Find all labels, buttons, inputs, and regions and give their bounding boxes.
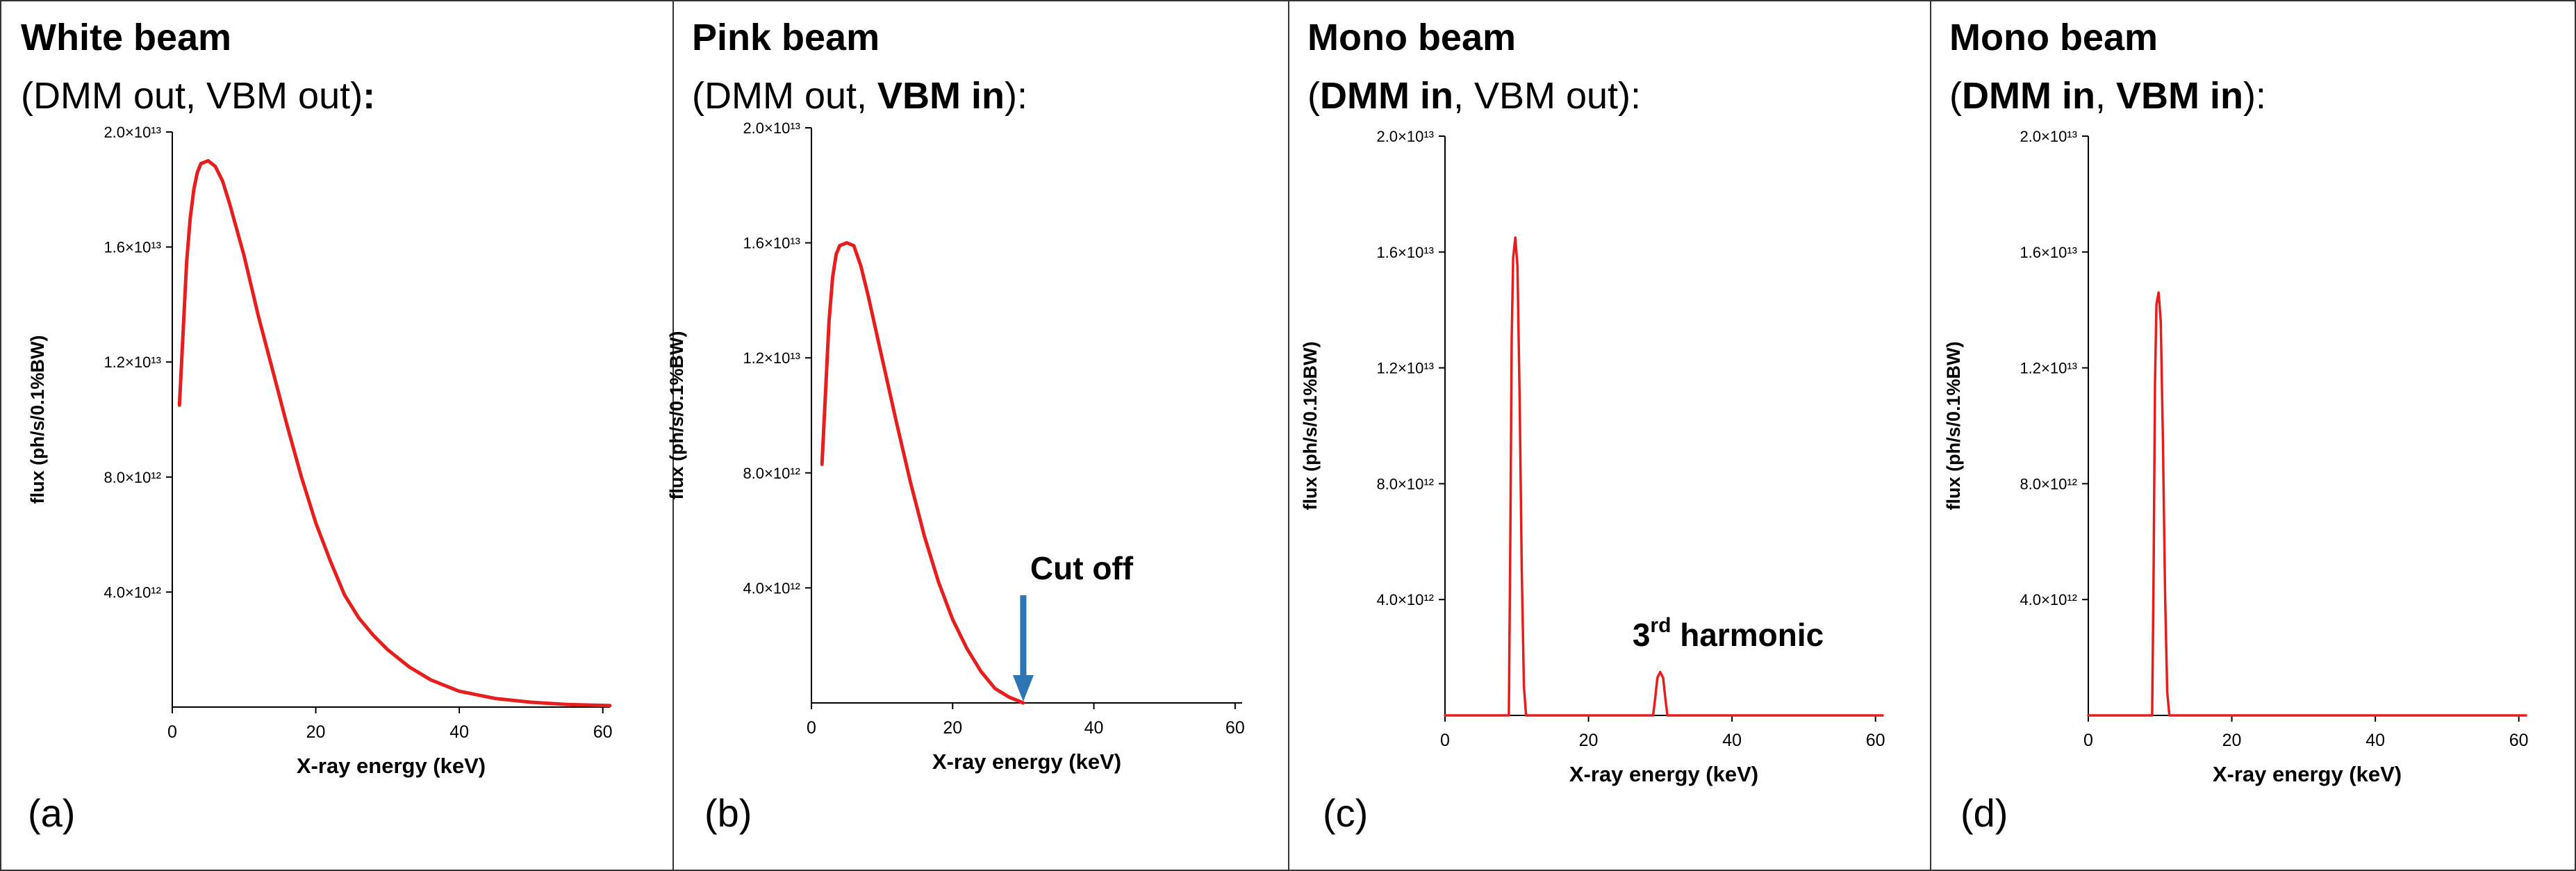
y-tick-label: 2.0×10¹³ [743,119,800,137]
panel-subtitle: (DMM out, VBM out): [21,75,375,117]
panel-title: White beam [21,17,231,58]
panel-subtitle-part: DMM in [1962,75,2095,117]
x-axis-label: X-ray energy (keV) [1569,762,1758,786]
y-tick-label: 8.0×10¹² [1376,475,1434,492]
x-axis-label: X-ray energy (keV) [2213,762,2402,786]
y-tick-label: 2.0×10¹³ [104,124,161,141]
panel-subtitle-part: , VBM out): [1453,75,1641,117]
series-line [1444,236,1884,717]
panel-frame-d [1930,0,2576,871]
panel-subtitle: (DMM out, VBM in): [692,75,1027,117]
panel-subtitle-part: ): [2243,75,2266,117]
y-tick-label: 1.6×10¹³ [743,235,800,252]
series-line [820,241,1025,705]
chart-panel-b: Pink beam (DMM out, VBM in): 0 20 40 60 4.0×10… [666,17,1245,835]
x-tick-label: 60 [2509,731,2529,750]
x-tick-label: 40 [1084,718,1104,738]
panel-frame-a [0,0,674,871]
panel-title: Mono beam [1949,17,2158,58]
x-tick-label: 40 [1722,731,1742,750]
panel-subtitle-part: (DMM out, [692,75,877,117]
panel-title: Pink beam [692,17,880,58]
y-axis-label: flux (ph/s/0.1%BW) [1300,341,1321,510]
panel-subtitle-part: : [363,75,375,117]
x-tick-label: 60 [593,722,613,742]
panel-frame-c [1288,0,1931,871]
y-tick-label: 1.2×10¹³ [104,354,161,371]
y-tick-label: 1.2×10¹³ [2020,360,2077,377]
x-tick-label: 40 [2366,731,2385,750]
y-tick-label: 4.0×10¹² [2020,591,2077,608]
panel-subtitle-part: VBM in [877,75,1005,117]
panel-frame-b [672,0,1289,871]
panel-label: (c) [1323,791,1368,835]
panel-subtitle: (DMM in, VBM in): [1949,75,2266,117]
y-axis-label: flux (ph/s/0.1%BW) [1943,341,1964,510]
chart-panel-c: Mono beam (DMM in, VBM out): 0 20 40 60 4.0×10… [1300,17,1885,835]
x-tick-label: 0 [2083,731,2093,750]
y-tick-label: 2.0×10¹³ [1376,128,1434,145]
cut-off-arrow-head [1012,675,1034,702]
x-tick-label: 0 [1440,731,1450,750]
panel-subtitle-part: ( [1949,75,1962,117]
x-axis-label: X-ray energy (keV) [297,754,486,778]
x-tick-label: 60 [1225,718,1245,738]
y-tick-label: 1.6×10¹³ [1376,244,1434,261]
x-tick-label: 20 [306,722,326,742]
y-tick-label: 4.0×10¹² [104,583,161,601]
y-tick-label: 8.0×10¹² [2020,475,2077,492]
annotation-3rd-harmonic: 3rd harmonic [1633,614,1824,653]
panel-subtitle-part: , [2095,75,2116,117]
annotation-part: 3 [1633,617,1651,653]
panel-label: (b) [704,791,752,835]
x-axis-label: X-ray energy (keV) [932,749,1121,774]
x-tick-label: 0 [167,722,177,742]
x-tick-label: 60 [1866,731,1885,750]
x-tick-label: 0 [807,718,816,738]
panel-subtitle-part: ( [1307,75,1320,117]
panel-label: (a) [28,791,75,835]
x-tick-label: 40 [449,722,469,742]
y-tick-label: 1.6×10¹³ [2020,244,2077,261]
x-tick-label: 20 [1579,731,1599,750]
y-tick-label: 1.2×10¹³ [743,349,800,367]
chart-panel-d: Mono beam (DMM in, VBM in): 0 20 40 60 4.0×10¹… [1943,17,2529,835]
annotation-sup: rd [1650,614,1671,637]
chart-panel-a: White beam (DMM out, VBM out): 0 20 40 60 4.0×… [21,17,613,835]
x-tick-label: 20 [2222,731,2242,750]
y-tick-label: 4.0×10¹² [1376,591,1434,608]
panel-subtitle: (DMM in, VBM out): [1307,75,1641,117]
annotation-part: harmonic [1671,617,1824,653]
y-tick-label: 8.0×10¹² [743,465,800,482]
panel-subtitle-part: (DMM out, VBM out) [21,75,363,117]
annotation-cut-off: Cut off [1030,550,1134,586]
series-line [2087,291,2527,717]
series-line [177,158,612,708]
panel-subtitle-part: ): [1005,75,1027,117]
panel-title: Mono beam [1307,17,1516,58]
panel-subtitle-part: DMM in [1320,75,1453,117]
y-tick-label: 1.6×10¹³ [104,239,161,256]
panel-label: (d) [1960,791,2008,835]
y-tick-label: 4.0×10¹² [743,579,800,597]
panel-subtitle-part: VBM in [2116,75,2243,117]
y-axis-label: flux (ph/s/0.1%BW) [666,331,687,499]
x-tick-label: 20 [943,718,962,738]
y-axis-label: flux (ph/s/0.1%BW) [27,335,48,504]
y-tick-label: 2.0×10¹³ [2020,128,2077,145]
y-tick-label: 8.0×10¹² [104,469,161,486]
y-tick-label: 1.2×10¹³ [1376,360,1434,377]
